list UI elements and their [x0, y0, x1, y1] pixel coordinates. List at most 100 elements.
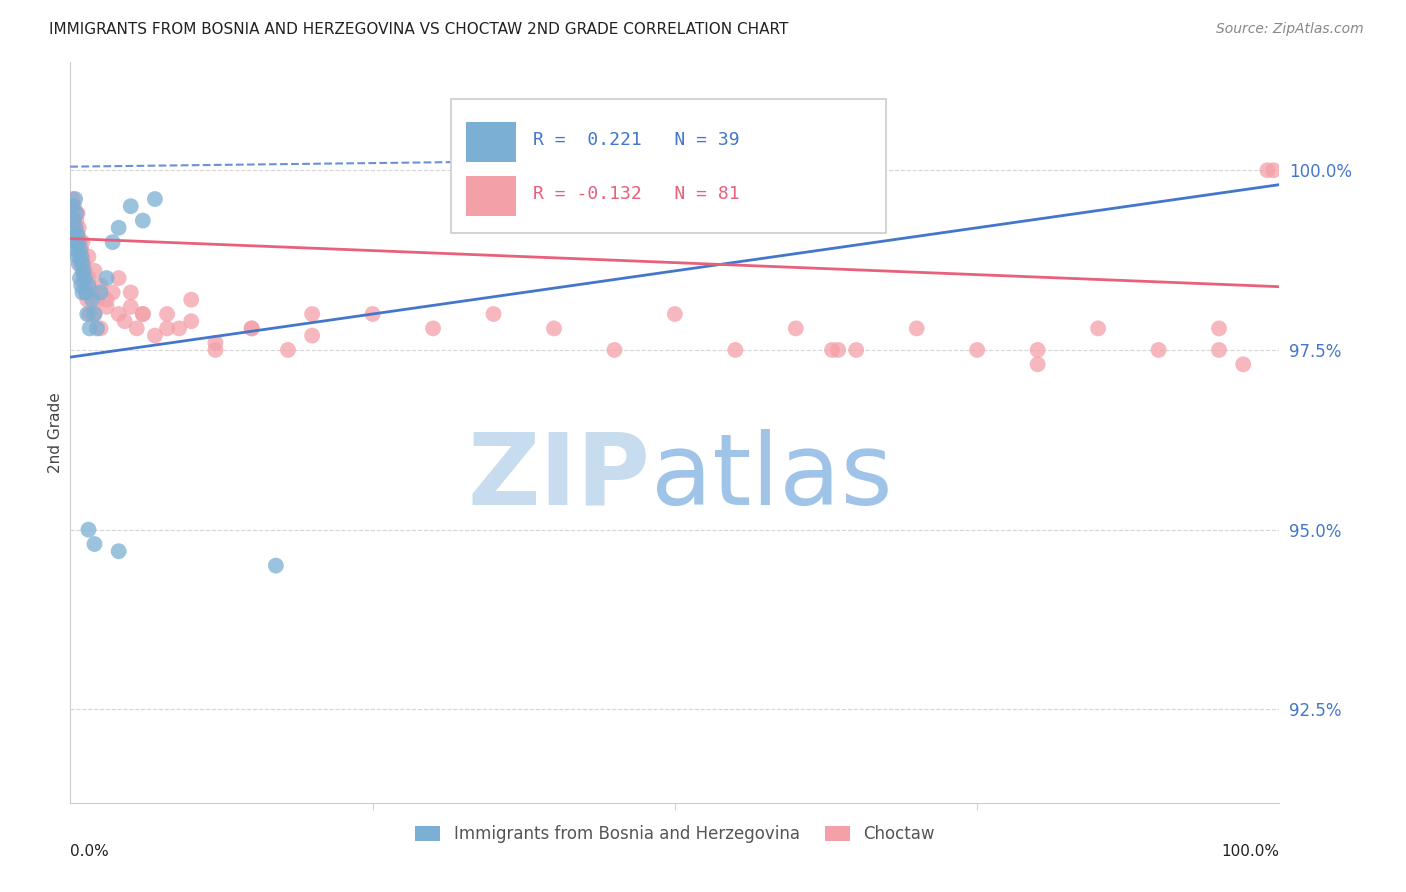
Point	[86, 321, 108, 335]
Point	[72, 264, 94, 278]
Point	[63, 220, 86, 235]
Point	[96, 293, 118, 307]
Point	[107, 271, 129, 285]
Point	[204, 343, 226, 357]
Point	[125, 321, 148, 335]
Point	[72, 285, 94, 300]
Point	[132, 213, 155, 227]
Point	[67, 220, 90, 235]
Point	[65, 235, 87, 249]
Point	[905, 321, 928, 335]
Point	[664, 307, 686, 321]
Point	[73, 278, 96, 293]
Point	[120, 199, 142, 213]
Point	[543, 321, 565, 335]
Point	[966, 343, 988, 357]
Point	[96, 300, 118, 314]
Text: 0.0%: 0.0%	[70, 844, 110, 858]
Point	[72, 271, 94, 285]
Point	[264, 558, 287, 573]
Point	[1026, 343, 1049, 357]
Point	[114, 314, 136, 328]
Point	[77, 523, 100, 537]
Text: Source: ZipAtlas.com: Source: ZipAtlas.com	[1216, 22, 1364, 37]
Point	[86, 293, 108, 307]
Point	[77, 271, 100, 285]
Point	[301, 307, 323, 321]
Text: 100.0%: 100.0%	[1222, 844, 1279, 858]
Point	[101, 285, 124, 300]
Point	[1232, 357, 1254, 371]
Point	[70, 278, 93, 293]
Point	[156, 321, 179, 335]
Point	[482, 307, 505, 321]
Legend: Immigrants from Bosnia and Herzegovina, Choctaw: Immigrants from Bosnia and Herzegovina, …	[409, 819, 941, 850]
Point	[63, 199, 86, 213]
Point	[72, 250, 94, 264]
Point	[785, 321, 807, 335]
Point	[180, 314, 202, 328]
Point	[301, 328, 323, 343]
Point	[76, 293, 98, 307]
Point	[132, 307, 155, 321]
Point	[70, 243, 93, 257]
Point	[66, 227, 89, 242]
Point	[180, 293, 202, 307]
Point	[67, 235, 90, 249]
Point	[1256, 163, 1278, 178]
FancyBboxPatch shape	[465, 121, 516, 162]
Text: R =  0.221   N = 39: R = 0.221 N = 39	[533, 131, 740, 149]
Point	[63, 206, 86, 220]
Point	[90, 321, 111, 335]
Point	[66, 250, 89, 264]
Text: R = -0.132   N = 81: R = -0.132 N = 81	[533, 186, 740, 203]
Point	[75, 285, 97, 300]
Point	[73, 271, 96, 285]
Point	[62, 199, 84, 213]
Point	[70, 250, 93, 264]
Point	[66, 206, 89, 220]
Point	[204, 335, 226, 350]
Point	[83, 307, 105, 321]
Text: IMMIGRANTS FROM BOSNIA AND HERZEGOVINA VS CHOCTAW 2ND GRADE CORRELATION CHART: IMMIGRANTS FROM BOSNIA AND HERZEGOVINA V…	[49, 22, 789, 37]
Point	[90, 278, 111, 293]
Point	[120, 300, 142, 314]
Point	[167, 321, 190, 335]
Point	[72, 264, 94, 278]
Point	[827, 343, 849, 357]
Point	[361, 307, 384, 321]
Point	[63, 243, 86, 257]
Point	[132, 307, 155, 321]
Point	[79, 321, 101, 335]
Point	[65, 213, 87, 227]
Point	[65, 220, 87, 235]
Point	[77, 278, 100, 293]
Point	[69, 250, 91, 264]
Point	[75, 285, 97, 300]
Point	[821, 343, 844, 357]
Point	[83, 307, 105, 321]
Point	[1087, 321, 1109, 335]
Point	[107, 544, 129, 558]
Point	[72, 235, 94, 249]
Point	[96, 271, 118, 285]
Point	[240, 321, 263, 335]
Point	[83, 537, 105, 551]
Point	[101, 235, 124, 249]
Y-axis label: 2nd Grade: 2nd Grade	[48, 392, 63, 473]
Point	[603, 343, 626, 357]
Point	[72, 257, 94, 271]
FancyBboxPatch shape	[451, 99, 887, 233]
Point	[107, 307, 129, 321]
Point	[69, 243, 91, 257]
Point	[83, 264, 105, 278]
Point	[277, 343, 299, 357]
Point	[845, 343, 868, 357]
Point	[1208, 321, 1230, 335]
Point	[422, 321, 444, 335]
Point	[65, 235, 87, 249]
Text: ZIP: ZIP	[468, 428, 651, 525]
Point	[66, 227, 89, 242]
Point	[143, 192, 166, 206]
Text: atlas: atlas	[651, 428, 893, 525]
